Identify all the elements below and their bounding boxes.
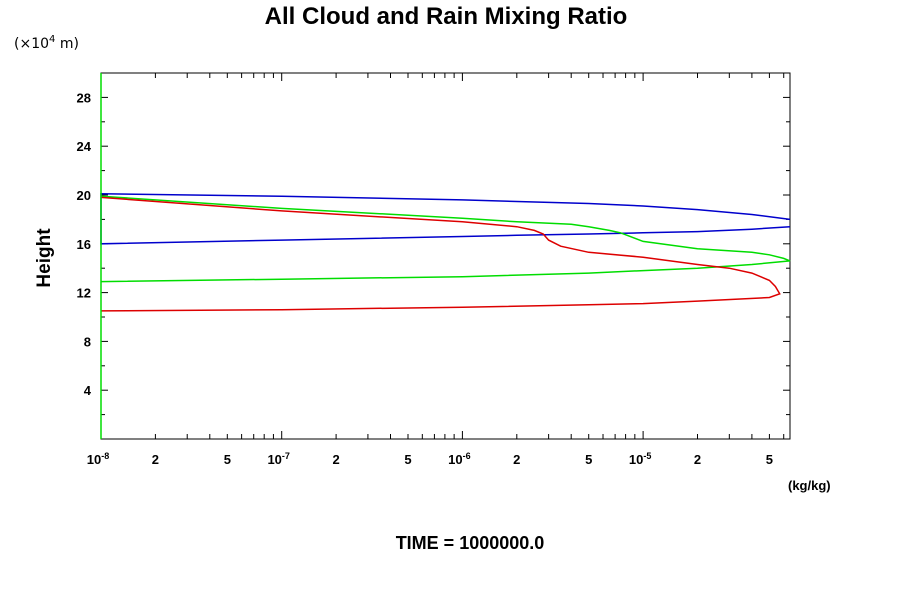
y-unit-suffix: m) <box>55 36 79 52</box>
x-tick-label-minor: 2 <box>152 452 159 467</box>
chart-title: All Cloud and Rain Mixing Ratio <box>265 3 628 30</box>
x-tick-label-minor: 5 <box>766 452 773 467</box>
y-unit-exp: 4 <box>49 34 55 45</box>
x-tick-label-minor: 2 <box>694 452 701 467</box>
plot-frame <box>100 72 791 440</box>
y-tick-label: 28 <box>77 90 91 105</box>
x-tick-label: 10-8 <box>87 451 109 467</box>
x-tick-label: 10-5 <box>629 451 651 467</box>
x-tick-label: 10-6 <box>448 451 470 467</box>
x-tick-label-minor: 5 <box>224 452 231 467</box>
axis-ticks <box>100 73 790 439</box>
x-tick-labels: 10-8 2 5 10-7 2 5 10-6 2 5 10-5 2 5 <box>87 451 773 467</box>
series-line-3 <box>100 196 781 312</box>
series-line-2 <box>100 195 791 283</box>
series-line-1 <box>100 193 791 245</box>
y-tick-label: 20 <box>77 188 91 203</box>
series-lines <box>100 73 791 439</box>
time-label: TIME = 1000000.0 <box>396 533 545 553</box>
x-tick-label-minor: 2 <box>332 452 339 467</box>
y-unit-prefix: (×10 <box>14 36 49 52</box>
x-units-label: (kg/kg) <box>788 478 831 493</box>
y-unit-label: (×104 m) <box>14 34 79 52</box>
y-tick-label: 12 <box>77 286 91 301</box>
x-tick-label-minor: 5 <box>585 452 592 467</box>
x-tick-label-minor: 5 <box>404 452 411 467</box>
x-tick-label: 10-7 <box>267 451 289 467</box>
y-tick-label: 24 <box>77 139 92 154</box>
y-tick-labels: 4 8 12 16 20 24 28 <box>77 90 92 398</box>
y-axis-title: Height <box>34 228 55 288</box>
x-tick-label-minor: 2 <box>513 452 520 467</box>
y-tick-label: 4 <box>84 383 92 398</box>
y-tick-label: 16 <box>77 237 91 252</box>
y-tick-label: 8 <box>84 334 91 349</box>
